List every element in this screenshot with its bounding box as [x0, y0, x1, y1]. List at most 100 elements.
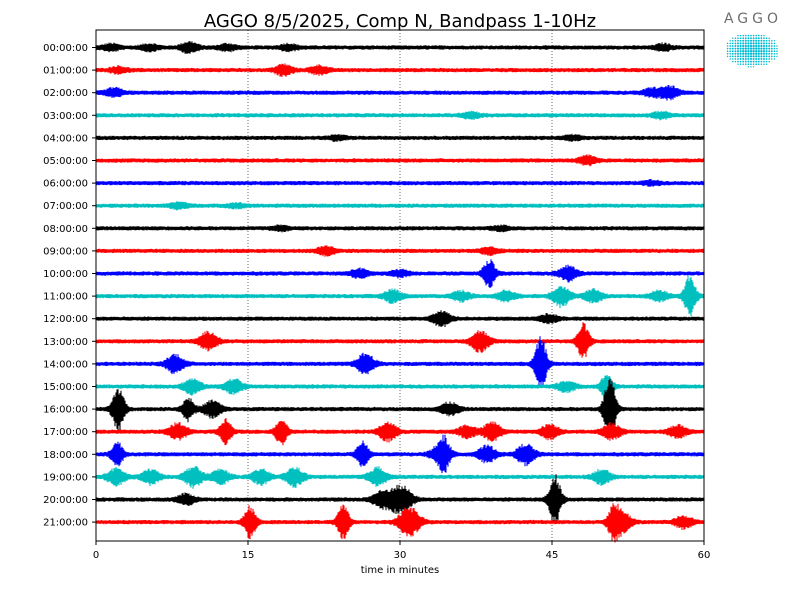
- logo-dot: [773, 50, 776, 53]
- logo-dot: [760, 39, 763, 42]
- logo-dot: [736, 52, 740, 55]
- logo-dot: [731, 47, 734, 50]
- y-tick-label: 09:00:00: [43, 246, 88, 257]
- logo-dot: [737, 58, 739, 60]
- logo-dot: [760, 42, 763, 45]
- logo-dot: [752, 66, 755, 68]
- logo-dot: [739, 39, 742, 42]
- y-tick-label: 11:00:00: [43, 292, 88, 303]
- logo-dot: [776, 55, 778, 58]
- logo-dot: [737, 37, 739, 40]
- logo-dot: [762, 50, 766, 53]
- logo-dot: [755, 52, 758, 55]
- logo-dot: [755, 44, 758, 48]
- logo-dot: [744, 42, 747, 45]
- logo-dot: [732, 40, 734, 42]
- logo-dot: [763, 39, 765, 42]
- logo-dot: [768, 50, 771, 53]
- y-tick-label: 01:00:00: [43, 66, 88, 77]
- logo-dot: [744, 50, 747, 53]
- logo-dot: [757, 50, 760, 53]
- logo-dot: [768, 55, 771, 58]
- logo-dot: [752, 44, 755, 48]
- logo-dot: [768, 58, 771, 60]
- logo-dot: [744, 39, 747, 42]
- logo-dot: [768, 37, 770, 39]
- logo-dot: [747, 66, 750, 68]
- logo-dot: [739, 42, 742, 45]
- logo-dot: [729, 45, 732, 47]
- x-tick-label: 60: [698, 550, 711, 561]
- logo-dot: [768, 39, 771, 42]
- logo-dot: [752, 34, 755, 37]
- logo-dot: [765, 60, 768, 63]
- logo-dot: [757, 37, 760, 40]
- logo-dot: [760, 58, 763, 60]
- logo-dot: [768, 47, 771, 50]
- logo-dot: [734, 55, 737, 58]
- logo-dot: [739, 52, 742, 55]
- y-tick-label: 10:00:00: [43, 269, 88, 280]
- x-axis-label: time in minutes: [361, 565, 440, 576]
- logo-dot: [742, 37, 745, 40]
- logo-dot: [750, 37, 752, 40]
- logo-dot: [744, 37, 747, 40]
- logo-dot: [755, 57, 758, 61]
- logo-dot: [731, 50, 734, 53]
- logo-dot: [765, 50, 768, 53]
- logo-dot: [755, 42, 758, 45]
- logo-dot: [747, 55, 750, 58]
- logo-dot: [757, 60, 760, 63]
- chart-title: AGGO 8/5/2025, Comp N, Bandpass 1-10Hz: [204, 11, 596, 32]
- logo-dot: [752, 47, 755, 50]
- logo-dot: [732, 37, 734, 39]
- logo-dot: [742, 44, 745, 48]
- logo-dot: [773, 45, 776, 47]
- logo-dot: [731, 42, 734, 45]
- logo-dot: [770, 55, 773, 58]
- y-tick-label: 16:00:00: [43, 405, 88, 416]
- logo-dot: [763, 58, 765, 60]
- logo-dot: [737, 60, 739, 63]
- logo-dot: [760, 34, 763, 37]
- y-tick-label: 04:00:00: [43, 133, 88, 144]
- logo-dot: [749, 39, 753, 42]
- logo-dot: [726, 55, 729, 58]
- y-tick-label: 17:00:00: [43, 427, 88, 438]
- y-tick-label: 14:00:00: [43, 359, 88, 370]
- y-tick-label: 02:00:00: [43, 88, 88, 99]
- logo-dot: [747, 52, 750, 55]
- logo-dot: [750, 34, 752, 37]
- y-tick-label: 13:00:00: [43, 337, 88, 348]
- logo-dot: [765, 44, 768, 48]
- logo-dot: [729, 50, 732, 53]
- logo-dot: [752, 42, 755, 45]
- y-tick-label: 15:00:00: [43, 382, 88, 393]
- y-tick-label: 00:00:00: [43, 43, 88, 54]
- logo-dot: [770, 52, 773, 55]
- logo-dot: [739, 47, 742, 50]
- logo-dot: [744, 60, 747, 63]
- logo-dot: [737, 42, 739, 45]
- y-tick-labels: 00:00:00 01:00:00 02:00:00 03:00:00 04:00:00…: [43, 43, 96, 529]
- logo-dot: [755, 63, 758, 66]
- logo-dot: [752, 63, 755, 66]
- logo-dot: [742, 55, 745, 58]
- logo-dot: [749, 55, 753, 58]
- logo-dot: [770, 47, 773, 50]
- logo-dot: [726, 42, 729, 45]
- y-tick-label: 08:00:00: [43, 224, 88, 235]
- logo-dot: [755, 39, 758, 42]
- logo-dot: [776, 45, 778, 47]
- logo-dot: [742, 60, 745, 63]
- logo-dot: [742, 34, 744, 37]
- logo-dot: [726, 47, 729, 50]
- logo-dot: [762, 42, 766, 45]
- plot-frame: [95, 29, 705, 542]
- logo-dot: [737, 34, 739, 37]
- logo-dot: [765, 52, 768, 55]
- logo-dot: [731, 45, 734, 47]
- logo-dot: [729, 47, 732, 50]
- logo-dot: [776, 50, 778, 52]
- logo-dot: [749, 44, 753, 48]
